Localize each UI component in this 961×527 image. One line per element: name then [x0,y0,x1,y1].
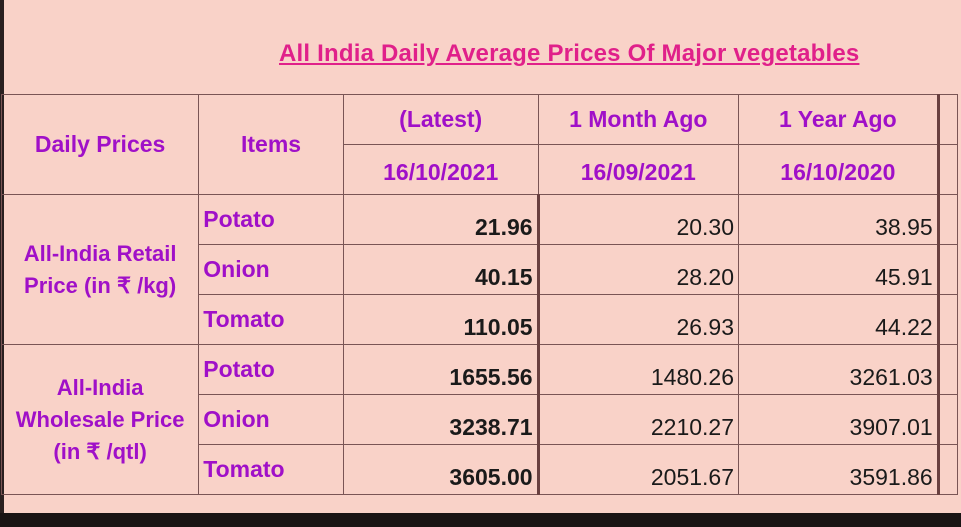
item-name: Tomato [198,294,344,345]
item-name: Onion [198,394,344,445]
document-page: All India Daily Average Prices Of Major … [0,0,961,513]
month-ago-price: 2210.27 [537,394,740,445]
edge-cell [937,244,959,295]
item-name: Tomato [198,444,344,495]
item-name: Onion [198,244,344,295]
table-row: All-India Wholesale Price (in ₹ /qtl) Po… [0,344,959,495]
year-ago-price: 44.22 [738,294,940,345]
month-ago-price: 26.93 [537,294,740,345]
header-year-ago-date: 16/10/2020 [738,144,940,195]
retail-group-label: All-India Retail Price (in ₹ /kg) [0,194,200,345]
bottom-bar [0,513,961,527]
prices-table: Daily Prices Items (Latest) 1 Month Ago … [0,94,959,495]
item-name: Potato [198,344,344,395]
latest-price: 1655.56 [342,344,540,395]
header-latest-label: (Latest) [342,94,539,145]
table-row: Tomato 110.05 26.93 44.22 [2,294,959,345]
table-row: Onion 40.15 28.20 45.91 [2,244,959,295]
year-ago-price: 38.95 [738,194,940,245]
year-ago-price: 45.91 [738,244,940,295]
edge-cell [937,194,959,245]
latest-price: 3605.00 [342,444,540,495]
page-title: All India Daily Average Prices Of Major … [279,40,860,67]
table-row: All-India Retail Price (in ₹ /kg) Potato… [0,194,959,345]
edge-cell [937,344,959,395]
header-year-ago-label: 1 Year Ago [738,94,940,145]
latest-price: 3238.71 [342,394,540,445]
year-ago-price: 3261.03 [738,344,940,395]
edge-cell [937,144,959,195]
latest-price: 21.96 [342,194,540,245]
wholesale-group-label: All-India Wholesale Price (in ₹ /qtl) [0,344,200,495]
edge-cell [937,394,959,445]
table-row: Onion 3238.71 2210.27 3907.01 [2,394,959,445]
item-name: Potato [198,194,344,245]
month-ago-price: 2051.67 [537,444,740,495]
month-ago-price: 20.30 [537,194,740,245]
edge-cell [937,94,959,145]
header-month-ago-label: 1 Month Ago [537,94,740,145]
month-ago-price: 1480.26 [537,344,740,395]
header-row-1: Daily Prices Items (Latest) 1 Month Ago … [0,94,959,195]
edge-cell [937,294,959,345]
header-latest-date: 16/10/2021 [342,144,539,195]
latest-price: 40.15 [342,244,540,295]
edge-cell [937,444,959,495]
header-month-ago-date: 16/09/2021 [537,144,740,195]
header-daily-prices: Daily Prices [0,94,200,195]
latest-price: 110.05 [342,294,540,345]
year-ago-price: 3907.01 [738,394,940,445]
month-ago-price: 28.20 [537,244,740,295]
header-items: Items [198,94,344,195]
table-row: Tomato 3605.00 2051.67 3591.86 [2,444,959,495]
year-ago-price: 3591.86 [738,444,940,495]
